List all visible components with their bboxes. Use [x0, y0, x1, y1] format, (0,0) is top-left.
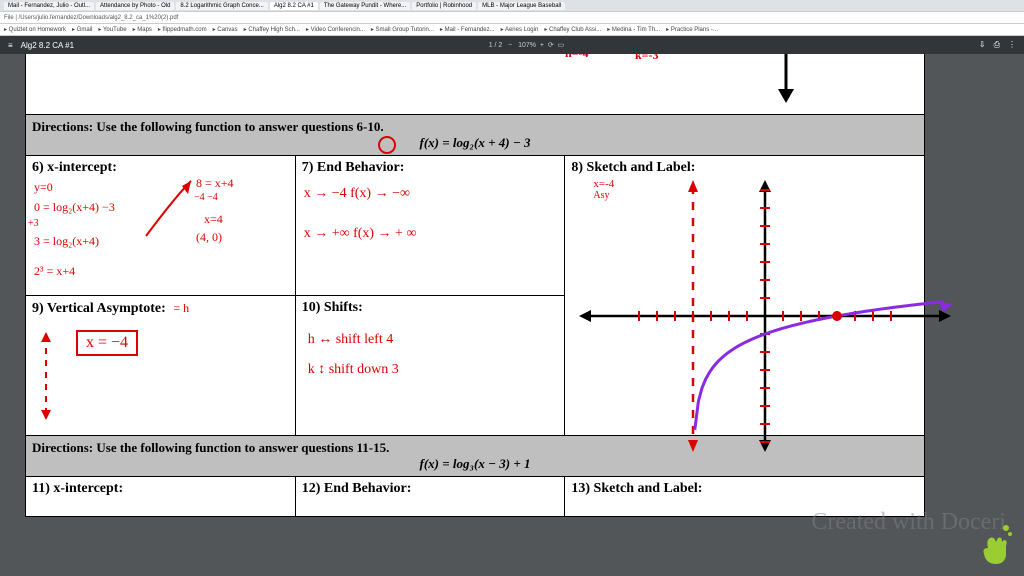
q10-cell: 10) Shifts: h ↔ shift left 4 k ↕ shift d…	[295, 296, 565, 436]
print-icon[interactable]: ⎙	[994, 40, 1000, 50]
browser-tab[interactable]: MLB - Major League Baseball	[478, 2, 565, 10]
top-arrow	[26, 54, 926, 115]
bookmark-item[interactable]: ▸ flippedmath.com	[158, 26, 207, 33]
doceri-hand-icon	[968, 520, 1016, 568]
browser-tab[interactable]: Mail - Fernandez, Julio - Outl...	[4, 2, 94, 10]
address-bar[interactable]: File | /Users/julio.fernandez/Downloads/…	[0, 12, 1024, 24]
q7-title: 7) End Behavior:	[302, 160, 559, 176]
q6-title: 6) x-intercept:	[32, 160, 289, 176]
bookmark-item[interactable]: ▸ Chaffey High Sch...	[244, 26, 300, 33]
q9-title: 9) Vertical Asymptote:	[32, 301, 166, 316]
pdf-toolbar: ≡ Alg2 8.2 CA #1 1 / 2 − 107% + ⟳ ▭ ⇩ ⎙ …	[0, 36, 1024, 54]
q9-arrow	[26, 296, 296, 436]
q9-cell: 9) Vertical Asymptote: = h x = −4	[26, 296, 296, 436]
bookmark-item[interactable]: ▸ Quizlet on Homework	[4, 26, 66, 33]
q8-title: 8) Sketch and Label:	[571, 160, 918, 176]
bookmarks-bar: ▸ Quizlet on Homework ▸ Gmail ▸ YouTube ▸ M…	[0, 24, 1024, 36]
pdf-title: Alg2 8.2 CA #1	[21, 41, 74, 50]
browser-tab[interactable]: Portfolio | Robinhood	[412, 2, 476, 10]
bookmark-item[interactable]: ▸ Medina - Tim Th...	[607, 26, 660, 33]
annot-k: k=-3	[635, 54, 659, 63]
directions-2: Directions: Use the following function t…	[26, 436, 925, 477]
url-text: File | /Users/julio.fernandez/Downloads/…	[4, 15, 178, 21]
q9-answer: x = −4	[76, 330, 138, 356]
q10-title: 10) Shifts:	[302, 300, 559, 316]
annot-h: h=-4	[565, 54, 589, 61]
x-circle	[377, 135, 397, 155]
browser-tab[interactable]: 8.2 Logarithmic Graph Conce...	[176, 2, 267, 10]
bookmark-item[interactable]: ▸ Video Conferencin...	[306, 26, 365, 33]
menu-icon[interactable]: ≡	[8, 41, 13, 50]
more-icon[interactable]: ⋮	[1008, 40, 1016, 50]
pdf-page-info: 1 / 2 − 107% + ⟳ ▭	[74, 41, 979, 49]
browser-tab[interactable]: The Gateway Pundit - Where...	[320, 2, 410, 10]
q11-cell: 11) x-intercept:	[26, 477, 296, 517]
bookmark-item[interactable]: ▸ Practice Plans -...	[666, 26, 718, 33]
formula-1: f(x) = log₂(x + 4) − 3	[32, 135, 918, 151]
browser-tabs: Mail - Fernandez, Julio - Outl...Attenda…	[0, 0, 1024, 12]
q8-cell: 8) Sketch and Label: x=-4 Asy	[565, 156, 925, 436]
pdf-viewport: Directions: Use the following function t…	[0, 54, 1024, 576]
directions-1: Directions: Use the following function t…	[26, 115, 925, 156]
q12-cell: 12) End Behavior:	[295, 477, 565, 517]
bookmark-item[interactable]: ▸ Aeries Login	[501, 26, 539, 33]
browser-tab[interactable]: Alg2 8.2 CA #1	[270, 2, 318, 10]
graph-svg	[565, 156, 985, 456]
q6-cell: 6) x-intercept: y=0 0 = log₂(x+4) −3 +3 …	[26, 156, 296, 296]
worksheet-page: Directions: Use the following function t…	[25, 54, 925, 517]
bookmark-item[interactable]: ▸ Canvas	[213, 26, 238, 33]
bookmark-item[interactable]: ▸ YouTube	[98, 26, 126, 33]
bookmark-item[interactable]: ▸ Mail - Fernandez...	[440, 26, 495, 33]
bookmark-item[interactable]: ▸ Small Group Tutorin...	[371, 26, 434, 33]
download-icon[interactable]: ⇩	[979, 40, 986, 50]
bookmark-item[interactable]: ▸ Gmail	[72, 26, 92, 33]
formula-2: f(x) = log₃(x − 3) + 1	[32, 456, 918, 472]
pdf-actions[interactable]: ⇩ ⎙ ⋮	[979, 40, 1016, 50]
q7-cell: 7) End Behavior: x → −4 f(x) → −∞ x → +∞…	[295, 156, 565, 296]
bookmark-item[interactable]: ▸ Maps	[133, 26, 152, 33]
bookmark-item[interactable]: ▸ Chaffey Club Assi...	[544, 26, 601, 33]
browser-tab[interactable]: Attendance by Photo - Old	[96, 2, 174, 10]
